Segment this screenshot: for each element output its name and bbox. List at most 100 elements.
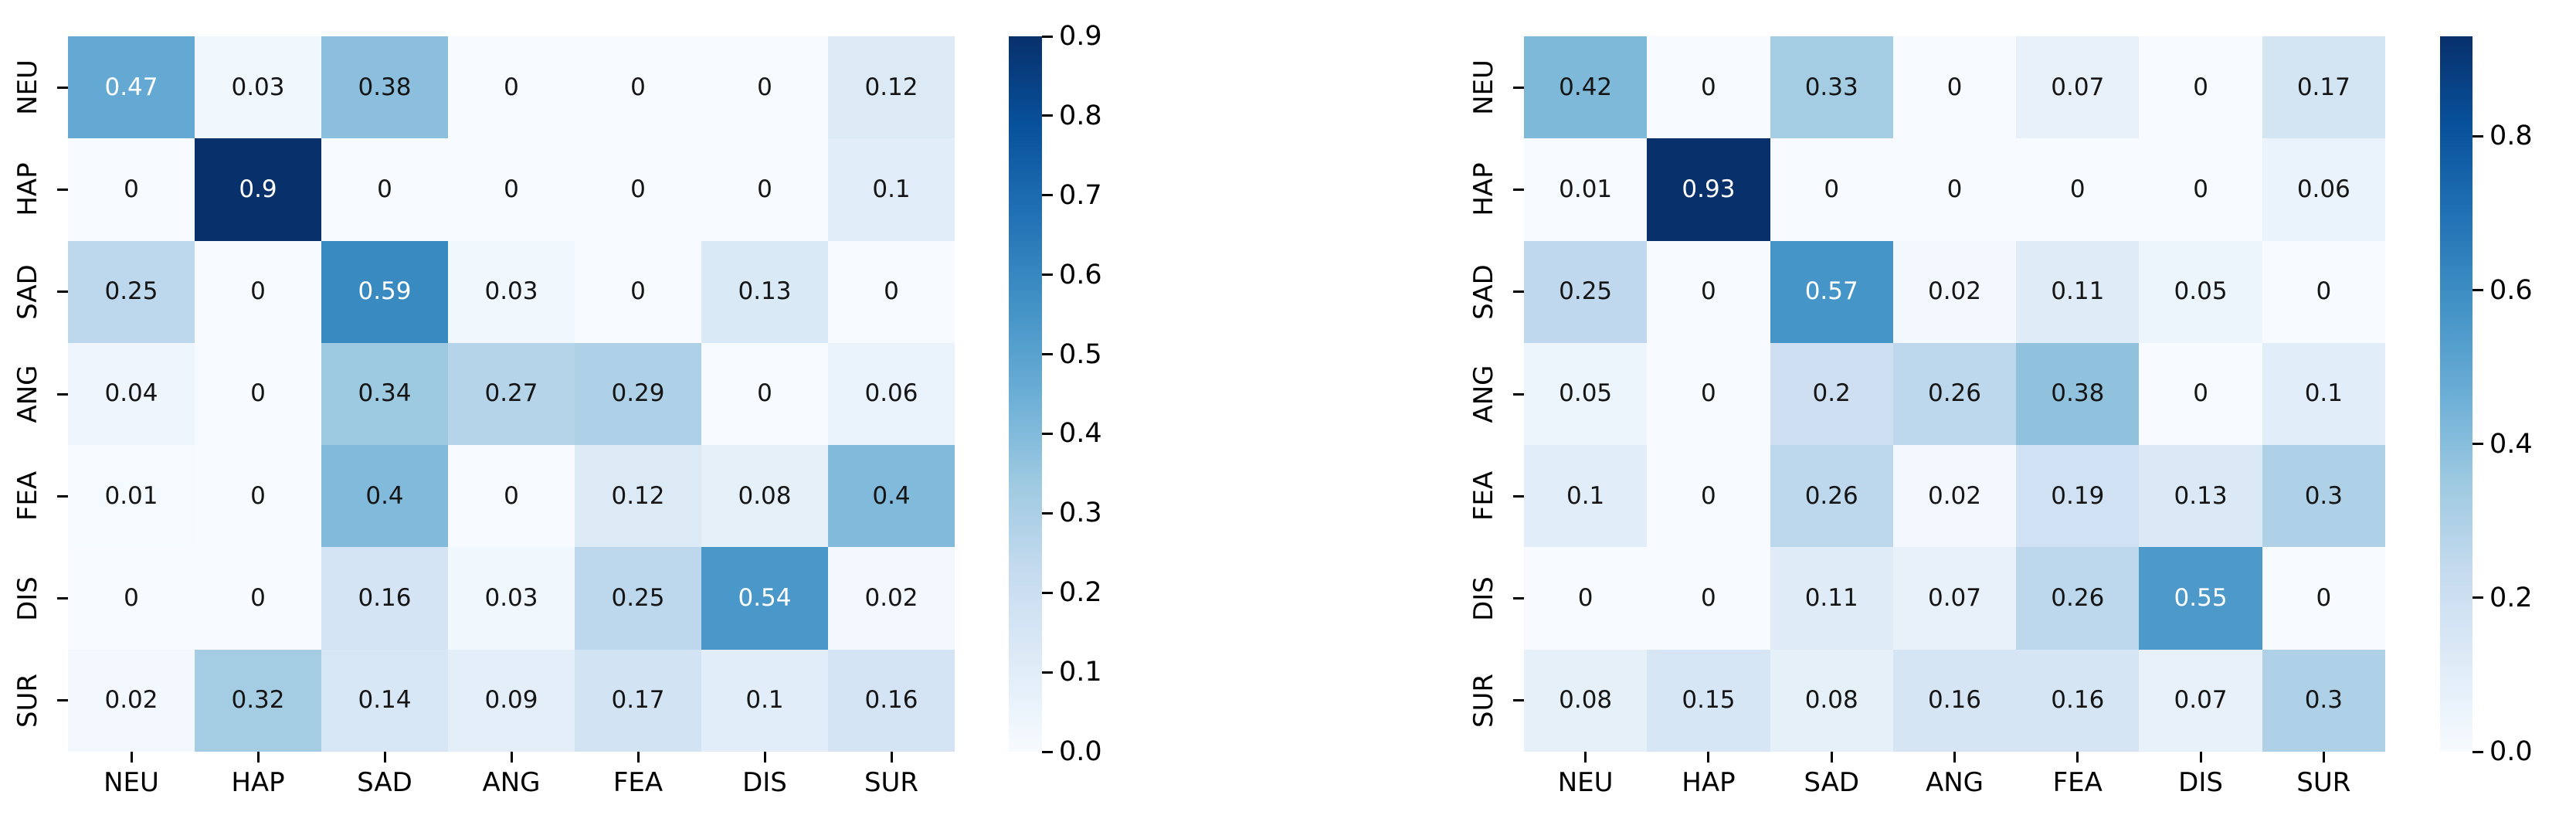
heatmap-cell-value: 0 xyxy=(2316,584,2332,613)
heatmap-cell-value: 0.07 xyxy=(2051,73,2105,101)
heatmap-cell-value: 0 xyxy=(757,73,772,101)
heatmap-cell: 0.04 xyxy=(68,342,195,446)
heatmap-cell-value: 0 xyxy=(250,379,266,408)
colorbar-tick-mark xyxy=(1042,114,1053,117)
heatmap-cell-value: 0.4 xyxy=(365,481,404,510)
y-tick-label: SAD xyxy=(1468,263,1499,320)
y-tick-mark xyxy=(1513,392,1524,396)
colorbar-tick-label: 0.7 xyxy=(1059,179,1102,211)
heatmap-cell-value: 0 xyxy=(2316,277,2332,306)
heatmap-cell: 0 xyxy=(701,342,828,446)
x-tick-mark xyxy=(1584,752,1587,763)
heatmap-cell-value: 0.2 xyxy=(1812,379,1851,408)
heatmap-cell: 0 xyxy=(195,547,321,650)
colorbar-tick-label: 0.0 xyxy=(2489,736,2533,767)
heatmap-cell-value: 0.1 xyxy=(872,175,911,203)
heatmap-cell: 0.02 xyxy=(1892,445,2017,548)
heatmap-cell-value: 0 xyxy=(757,379,772,408)
colorbar-tick-label: 0.6 xyxy=(1059,259,1102,290)
heatmap-cell-value: 0.06 xyxy=(2296,175,2350,203)
heatmap-cell: 0.1 xyxy=(701,649,828,752)
colorbar-tick-label: 0.8 xyxy=(1059,100,1102,131)
heatmap-cell: 0 xyxy=(2139,138,2262,241)
colorbar-tick-mark xyxy=(1042,432,1053,435)
heatmap-cell: 0 xyxy=(68,547,195,650)
heatmap-cell: 0 xyxy=(1647,547,1770,650)
heatmap-cell-value: 0.16 xyxy=(358,584,412,613)
heatmap-cell: 0 xyxy=(1892,138,2017,241)
heatmap-cell-value: 0 xyxy=(124,584,139,613)
heatmap-cell-value: 0.3 xyxy=(2304,481,2343,510)
colorbar-tick-mark xyxy=(1042,194,1053,197)
heatmap-cell-value: 0 xyxy=(1824,175,1840,203)
heatmap-cell: 0.1 xyxy=(828,138,955,241)
heatmap-cell: 0.13 xyxy=(2139,445,2262,548)
heatmap-cell-value: 0.26 xyxy=(1804,481,1858,510)
y-tick-mark xyxy=(1513,699,1524,702)
heatmap-cell: 0 xyxy=(575,138,701,241)
heatmap-cell: 0.06 xyxy=(828,342,955,446)
heatmap-cell-value: 0 xyxy=(630,73,646,101)
heatmap-cell-value: 0.01 xyxy=(104,481,158,510)
heatmap-cell: 0.26 xyxy=(1892,342,2017,446)
heatmap-cell: 0.03 xyxy=(448,547,575,650)
heatmap-cell: 0 xyxy=(1647,240,1770,343)
heatmap-cell-value: 0.25 xyxy=(104,277,158,306)
y-tick-label: SUR xyxy=(12,673,43,728)
heatmap-cell: 0 xyxy=(448,138,575,241)
heatmap-cell: 0 xyxy=(1647,342,1770,446)
y-tick-label: FEA xyxy=(12,471,43,521)
heatmap-cell-value: 0 xyxy=(1946,175,1963,203)
x-tick-label: HAP xyxy=(231,767,285,798)
heatmap-cell: 0.12 xyxy=(828,36,955,139)
heatmap-cell: 0.42 xyxy=(1524,36,1648,139)
heatmap-cell-value: 0.93 xyxy=(1682,175,1736,203)
heatmap-cell-value: 0.05 xyxy=(1559,379,1613,408)
colorbar xyxy=(2440,36,2472,752)
heatmap-cell-value: 0.01 xyxy=(1559,175,1613,203)
heatmap-cell: 0.38 xyxy=(321,36,448,139)
y-tick-label: NEU xyxy=(12,59,43,116)
y-tick-label: HAP xyxy=(12,162,43,217)
heatmap-cell-value: 0 xyxy=(2193,379,2208,408)
colorbar-tick-mark xyxy=(1042,273,1053,277)
heatmap-cell: 0.11 xyxy=(1770,547,1893,650)
heatmap-cell-value: 0.07 xyxy=(1927,584,1981,613)
heatmap-cell: 0 xyxy=(1770,138,1893,241)
heatmap-cell: 0.11 xyxy=(2016,240,2140,343)
colorbar-tick-label: 0.9 xyxy=(1059,21,1102,52)
y-tick-mark xyxy=(1513,86,1524,89)
y-tick-mark xyxy=(57,392,68,396)
heatmap-cell-value: 0.42 xyxy=(1559,73,1613,101)
heatmap-cell: 0 xyxy=(1892,36,2017,139)
heatmap-cell-value: 0.07 xyxy=(2174,686,2228,715)
heatmap-cell-value: 0 xyxy=(250,481,266,510)
y-tick-label: NEU xyxy=(1468,59,1499,116)
heatmap-cell-value: 0 xyxy=(1946,73,1963,101)
heatmap-cell-value: 0.11 xyxy=(1804,584,1858,613)
y-tick-label: DIS xyxy=(1468,576,1499,621)
y-tick-mark xyxy=(1513,290,1524,294)
heatmap-cell: 0.4 xyxy=(321,445,448,548)
y-tick-label: ANG xyxy=(1468,365,1499,423)
heatmap-cell: 0.01 xyxy=(1524,138,1648,241)
y-tick-mark xyxy=(57,597,68,600)
x-tick-label: FEA xyxy=(2052,767,2103,798)
heatmap-cell-value: 0.25 xyxy=(1559,277,1613,306)
heatmap-cell-value: 0 xyxy=(250,277,266,306)
heatmap-cell-value: 0.15 xyxy=(1682,686,1736,715)
x-tick-mark xyxy=(2322,752,2325,763)
y-tick-label: SUR xyxy=(1468,673,1499,728)
heatmap-cell: 0.55 xyxy=(2139,547,2262,650)
heatmap-cell-value: 0.54 xyxy=(738,584,792,613)
colorbar-tick-mark xyxy=(1042,511,1053,515)
x-tick-mark xyxy=(1953,752,1956,763)
heatmap-grid: 0.42 0 0.33 0 0.07 0 0.17 0.01 0.93 0 0 0 0 0.06 0.25 0… xyxy=(1524,36,2385,752)
heatmap-cell-value: 0.03 xyxy=(484,584,538,613)
heatmap-cell: 0.15 xyxy=(1647,649,1770,752)
heatmap-cell: 0 xyxy=(1647,445,1770,548)
heatmap-cell-value: 0.02 xyxy=(1927,481,1981,510)
heatmap-cell-value: 0.26 xyxy=(1927,379,1981,408)
colorbar-tick-mark xyxy=(2472,134,2483,138)
